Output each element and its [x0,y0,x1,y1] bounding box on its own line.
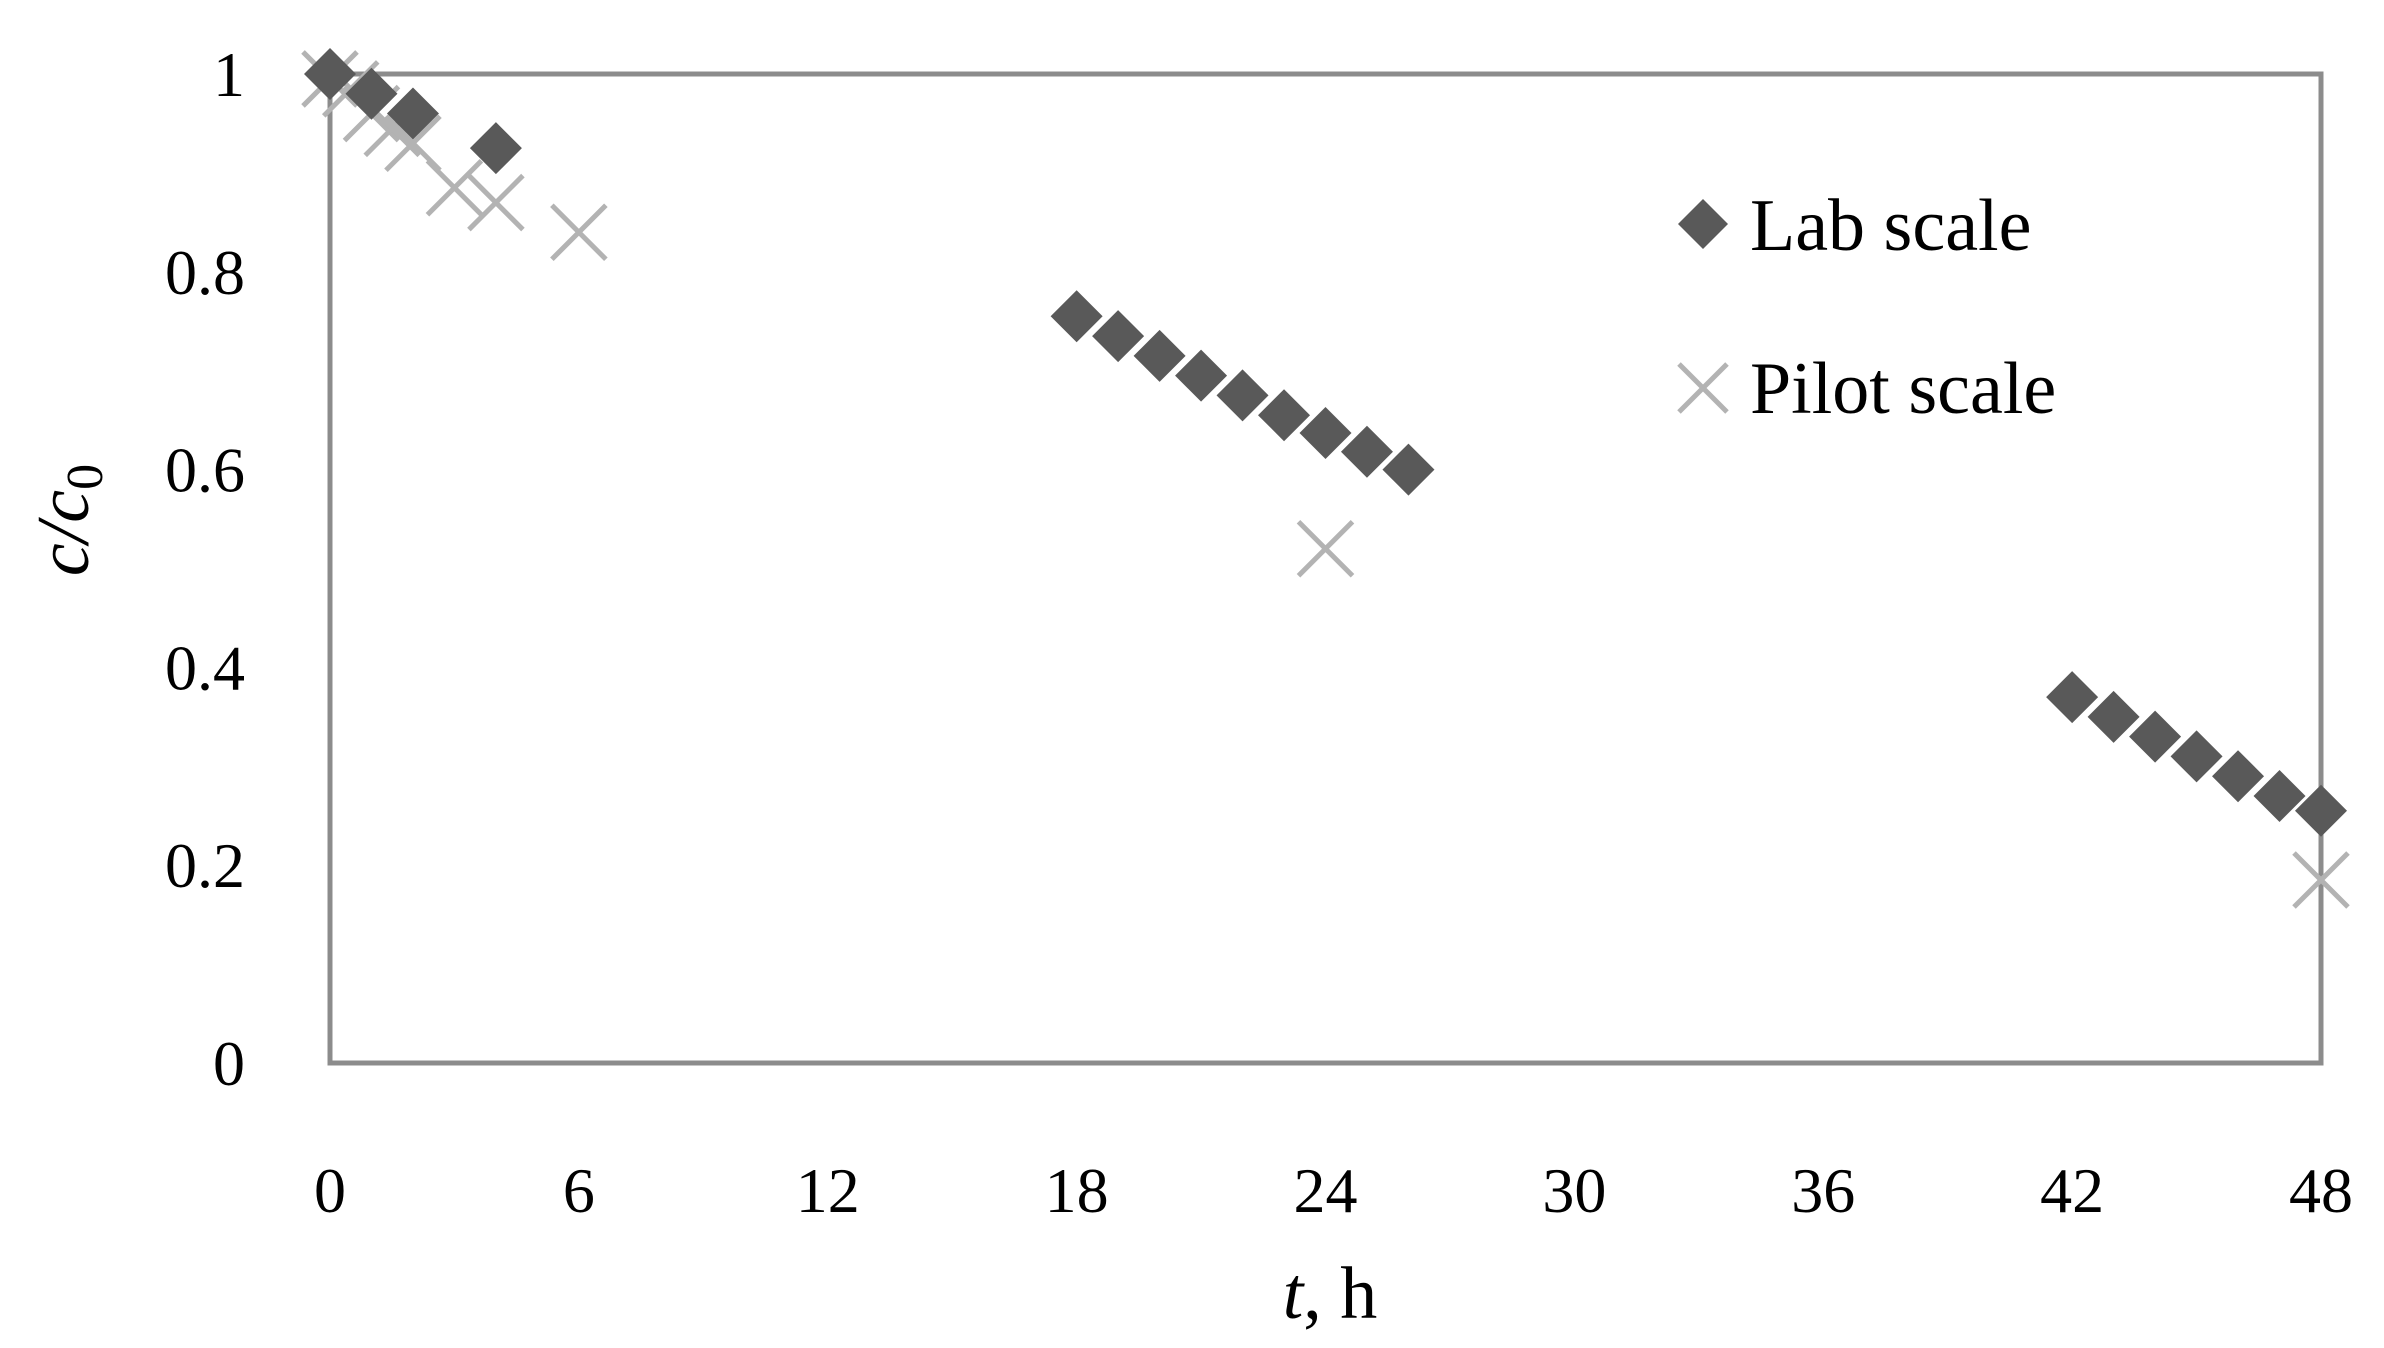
pilot-scale-point [467,173,525,232]
lab-scale-point [1050,290,1103,343]
legend-x-marker [1677,362,1729,414]
lab-scale-point [1258,389,1311,442]
lab-scale-point [1299,407,1352,460]
lab-scale-point [1092,310,1145,363]
x-axis-title-rest: , h [1303,1253,1377,1335]
lab-scale-point [304,48,356,100]
y-axis-title-var: c/c [23,490,105,576]
lab-scale-point [2212,750,2265,803]
y-tick-label: 0.4 [165,632,245,703]
x-tick-label: 24 [1294,1155,1358,1226]
y-tick-label: 0.6 [165,435,245,506]
lab-scale-point [1382,443,1435,496]
y-tick-label: 1 [213,39,245,110]
lab-scale-point [1340,425,1393,478]
x-tick-label: 48 [2289,1155,2353,1226]
pilot-scale-point [1296,519,1355,578]
legend-item-lab-scale: Lab scale [1678,185,2031,267]
x-tick-label: 18 [1045,1155,1109,1226]
lab-scale-point [2046,671,2099,724]
lab-scale-point [2087,690,2140,743]
lab-scale-point [1133,329,1186,382]
legend-diamond-marker [1678,199,1728,249]
y-tick-labels: 0 0.2 0.4 0.6 0.8 1 [165,39,245,1099]
legend: Lab scale Pilot scale [1677,185,2056,430]
lab-scale-point [2170,730,2223,783]
x-tick-label: 0 [314,1155,346,1226]
data-series [301,48,2350,909]
lab-scale-point [2295,784,2347,837]
series-pilot-scale [301,50,2350,909]
plot-area-frame [327,71,2324,1066]
y-tick-label: 0.8 [165,237,245,308]
pilot-scale-point [550,203,608,262]
x-axis-title-var: t [1283,1253,1306,1335]
lab-scale-point [469,122,522,175]
x-tick-labels: 0 6 12 18 24 30 36 42 48 [314,1155,2353,1226]
lab-scale-point [2253,769,2306,822]
y-axis-title-subscript: 0 [57,464,114,490]
legend-item-pilot-scale: Pilot scale [1677,348,2056,430]
series-lab-scale [304,48,2347,837]
pilot-scale-point [425,158,484,217]
legend-label-pilot-scale: Pilot scale [1750,348,2056,430]
y-axis-title: c/c0 [23,464,114,576]
lab-scale-point [1175,349,1228,402]
lab-scale-point [1216,369,1269,422]
lab-scale-point [2129,710,2182,763]
x-axis-title: t, h [1283,1253,1378,1335]
legend-label-lab-scale: Lab scale [1750,185,2031,267]
x-tick-label: 30 [1542,1155,1606,1226]
x-tick-label: 12 [796,1155,860,1226]
x-tick-label: 36 [1791,1155,1855,1226]
x-tick-label: 6 [563,1155,595,1226]
y-tick-label: 0 [213,1028,245,1099]
y-tick-label: 0.2 [165,830,245,901]
pilot-scale-point [2292,851,2350,909]
lab-scale-point [386,87,439,140]
lab-scale-point [345,67,398,120]
x-tick-label: 42 [2040,1155,2104,1226]
